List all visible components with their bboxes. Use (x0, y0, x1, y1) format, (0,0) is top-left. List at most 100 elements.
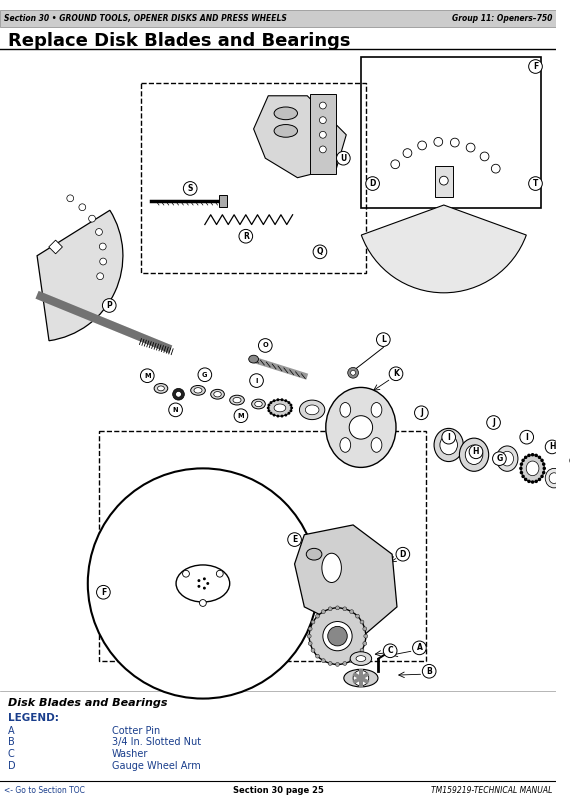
Circle shape (280, 415, 283, 418)
Ellipse shape (255, 402, 262, 406)
Ellipse shape (371, 402, 382, 417)
Circle shape (353, 671, 369, 686)
Circle shape (96, 586, 110, 599)
Circle shape (103, 299, 116, 313)
Circle shape (206, 582, 209, 585)
Circle shape (267, 410, 270, 412)
Wedge shape (37, 210, 123, 341)
Text: I: I (255, 377, 258, 384)
Circle shape (480, 152, 489, 161)
Circle shape (290, 410, 292, 412)
Ellipse shape (340, 438, 351, 452)
Ellipse shape (274, 107, 298, 120)
Polygon shape (295, 525, 397, 636)
Circle shape (198, 368, 211, 381)
Bar (352, 672, 369, 684)
Circle shape (434, 137, 443, 146)
Ellipse shape (211, 389, 225, 399)
Bar (219, 196, 227, 207)
Circle shape (99, 243, 106, 250)
Bar (352, 672, 369, 684)
Circle shape (258, 339, 272, 352)
Circle shape (422, 664, 436, 678)
Circle shape (197, 579, 201, 582)
Circle shape (363, 627, 367, 631)
Text: M: M (144, 372, 150, 379)
Circle shape (442, 431, 455, 444)
Circle shape (356, 654, 360, 658)
Text: I: I (526, 432, 528, 442)
Circle shape (528, 60, 542, 74)
Circle shape (535, 453, 538, 457)
Ellipse shape (268, 400, 292, 416)
Text: LEGEND:: LEGEND: (8, 713, 59, 723)
Text: Group 11: Openers–750: Group 11: Openers–750 (451, 15, 552, 23)
Bar (435, 166, 453, 197)
Circle shape (321, 659, 325, 663)
Circle shape (520, 462, 523, 466)
Circle shape (276, 415, 279, 418)
Text: Section 30 • GROUND TOOLS, OPENER DISKS AND PRESS WHEELS: Section 30 • GROUND TOOLS, OPENER DISKS … (4, 15, 287, 23)
Ellipse shape (344, 669, 378, 687)
Text: <- Go to Section TOC: <- Go to Section TOC (4, 785, 85, 795)
Circle shape (524, 456, 527, 459)
Text: Replace Disk Blades and Bearings: Replace Disk Blades and Bearings (8, 32, 351, 50)
Circle shape (272, 399, 275, 402)
Circle shape (384, 644, 397, 658)
Text: F: F (101, 587, 106, 597)
Circle shape (524, 478, 527, 482)
Circle shape (366, 177, 380, 191)
Circle shape (328, 607, 332, 611)
Text: D: D (400, 549, 406, 558)
Ellipse shape (306, 549, 322, 560)
Ellipse shape (549, 473, 559, 483)
Text: N: N (173, 407, 178, 413)
Circle shape (520, 431, 534, 444)
Text: Q: Q (317, 247, 323, 256)
Circle shape (203, 578, 206, 580)
Circle shape (538, 456, 541, 459)
Ellipse shape (350, 652, 372, 666)
Circle shape (328, 662, 332, 666)
Bar (359, 669, 363, 687)
Circle shape (565, 455, 570, 469)
Text: C: C (388, 646, 393, 655)
Circle shape (527, 453, 531, 457)
Circle shape (391, 160, 400, 169)
Ellipse shape (194, 388, 202, 393)
Text: T: T (533, 179, 538, 188)
Circle shape (522, 474, 525, 478)
Ellipse shape (323, 621, 352, 650)
Circle shape (389, 367, 403, 381)
Circle shape (545, 440, 559, 454)
Circle shape (538, 478, 541, 482)
Ellipse shape (309, 608, 366, 664)
Polygon shape (49, 240, 63, 254)
Circle shape (280, 398, 283, 402)
Circle shape (349, 659, 353, 663)
Ellipse shape (326, 387, 396, 467)
Circle shape (343, 607, 347, 611)
Text: U: U (340, 154, 347, 162)
Text: J: J (492, 418, 495, 427)
Circle shape (287, 401, 290, 404)
Circle shape (316, 654, 319, 658)
Circle shape (491, 164, 500, 173)
Circle shape (450, 138, 459, 147)
Circle shape (364, 634, 368, 638)
Wedge shape (361, 205, 526, 292)
Circle shape (96, 229, 103, 235)
Circle shape (308, 627, 312, 631)
Circle shape (522, 459, 525, 462)
Text: G: G (202, 372, 207, 377)
Circle shape (319, 116, 326, 124)
Circle shape (396, 547, 410, 561)
Polygon shape (254, 96, 346, 178)
Ellipse shape (322, 553, 341, 583)
Ellipse shape (501, 452, 514, 466)
Ellipse shape (496, 446, 518, 471)
Bar (0, 10, 556, 27)
Ellipse shape (521, 455, 544, 482)
Circle shape (267, 406, 270, 410)
Circle shape (284, 399, 287, 402)
